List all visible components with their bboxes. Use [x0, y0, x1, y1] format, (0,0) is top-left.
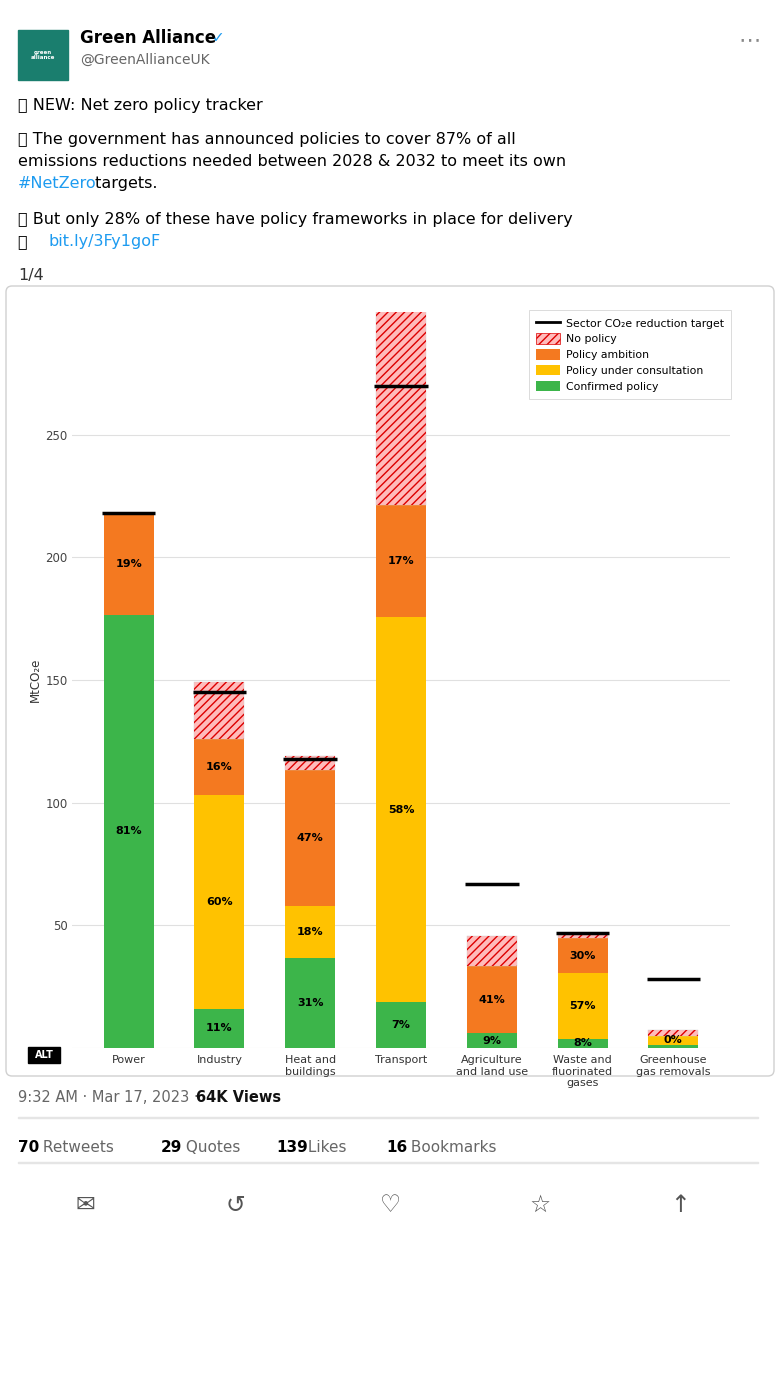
Text: ↑: ↑: [670, 1192, 690, 1218]
Text: ♡: ♡: [379, 1192, 401, 1218]
Bar: [376, 1001, 426, 1048]
Text: 7%: 7%: [392, 1019, 410, 1030]
Text: bit.ly/3Fy1goF: bit.ly/3Fy1goF: [48, 233, 160, 249]
Text: ↺: ↺: [225, 1192, 245, 1218]
Text: 29: 29: [161, 1139, 183, 1155]
Text: ALT: ALT: [34, 1050, 54, 1060]
FancyBboxPatch shape: [6, 287, 774, 1076]
Text: Quotes: Quotes: [181, 1139, 240, 1155]
Text: #NetZero: #NetZero: [18, 176, 97, 192]
Bar: [376, 505, 426, 618]
Text: green
alliance: green alliance: [31, 49, 55, 60]
Bar: [648, 1030, 698, 1036]
Text: 58%: 58%: [388, 804, 414, 815]
Bar: [104, 513, 154, 615]
Y-axis label: MtCO₂e: MtCO₂e: [28, 658, 41, 702]
Bar: [376, 618, 426, 1001]
Text: 🌱 The government has announced policies to cover 87% of all: 🌱 The government has announced policies …: [18, 131, 516, 147]
Text: Retweets: Retweets: [38, 1139, 114, 1155]
Bar: [648, 1044, 698, 1048]
Text: 41%: 41%: [478, 994, 505, 1005]
Text: 47%: 47%: [297, 833, 324, 843]
Bar: [558, 973, 608, 1039]
Text: 9%: 9%: [482, 1036, 502, 1046]
Text: 64K Views: 64K Views: [196, 1090, 281, 1104]
Bar: [285, 755, 335, 770]
Bar: [285, 770, 335, 906]
Bar: [376, 0, 426, 505]
Text: emissions reductions needed between 2028 & 2032 to meet its own: emissions reductions needed between 2028…: [18, 154, 566, 169]
Bar: [194, 1009, 244, 1048]
Bar: [466, 937, 516, 966]
Bar: [558, 934, 608, 938]
Text: 31%: 31%: [297, 998, 324, 1008]
Text: 17%: 17%: [388, 556, 414, 566]
Bar: [18, 29, 68, 80]
Bar: [285, 906, 335, 958]
Text: ✓: ✓: [212, 31, 225, 46]
Legend: Sector CO₂e reduction target, No policy, Policy ambition, Policy under consultat: Sector CO₂e reduction target, No policy,…: [529, 310, 731, 400]
Text: 👉: 👉: [18, 233, 33, 249]
Text: 16%: 16%: [206, 762, 233, 772]
Text: 18%: 18%: [297, 927, 324, 937]
Bar: [285, 755, 335, 770]
Text: 57%: 57%: [569, 1001, 596, 1011]
Bar: [285, 958, 335, 1048]
Text: 0%: 0%: [664, 1035, 682, 1046]
Bar: [376, 0, 426, 505]
Bar: [558, 938, 608, 973]
Text: targets.: targets.: [90, 176, 158, 192]
Text: 30%: 30%: [569, 951, 596, 960]
Bar: [648, 1036, 698, 1044]
Text: 19%: 19%: [115, 559, 142, 569]
Bar: [466, 1033, 516, 1048]
Text: ❌ But only 28% of these have policy frameworks in place for delivery: ❌ But only 28% of these have policy fram…: [18, 212, 573, 226]
Text: 8%: 8%: [573, 1039, 592, 1048]
Text: 16: 16: [386, 1139, 407, 1155]
Bar: [558, 934, 608, 938]
Text: 11%: 11%: [206, 1023, 232, 1033]
Bar: [194, 682, 244, 738]
Bar: [648, 1030, 698, 1036]
Text: Green Alliance: Green Alliance: [80, 29, 216, 48]
Bar: [194, 795, 244, 1009]
Bar: [104, 615, 154, 1048]
Bar: [466, 937, 516, 966]
Text: Bookmarks: Bookmarks: [406, 1139, 497, 1155]
Bar: [194, 682, 244, 738]
Text: ✉: ✉: [75, 1192, 95, 1218]
Text: 70: 70: [18, 1139, 39, 1155]
Text: 139: 139: [276, 1139, 308, 1155]
Bar: [28, 1047, 60, 1062]
Text: 81%: 81%: [115, 826, 142, 836]
Text: ☆: ☆: [530, 1192, 551, 1218]
Text: ⋯: ⋯: [739, 29, 761, 50]
Bar: [466, 966, 516, 1033]
Text: Likes: Likes: [303, 1139, 346, 1155]
Bar: [194, 738, 244, 795]
Bar: [558, 1039, 608, 1048]
Text: 1/4: 1/4: [18, 268, 44, 282]
Text: @GreenAllianceUK: @GreenAllianceUK: [80, 53, 210, 67]
Text: 60%: 60%: [206, 898, 232, 907]
Text: 🚨 NEW: Net zero policy tracker: 🚨 NEW: Net zero policy tracker: [18, 98, 263, 113]
Text: 9:32 AM · Mar 17, 2023 ·: 9:32 AM · Mar 17, 2023 ·: [18, 1090, 204, 1104]
